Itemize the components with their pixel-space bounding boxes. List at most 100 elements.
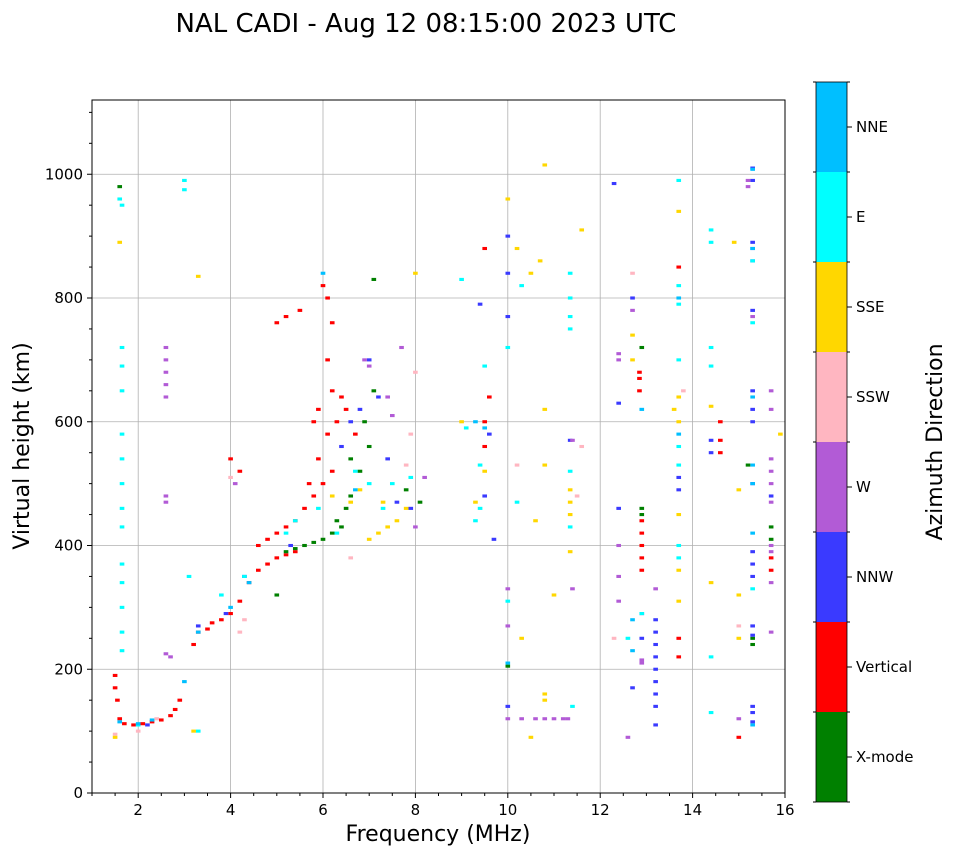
series-e — [117, 178, 755, 733]
data-point — [570, 587, 575, 591]
data-point — [119, 525, 125, 529]
series-x-mode — [117, 185, 774, 668]
data-point — [219, 593, 224, 597]
data-point — [750, 704, 755, 708]
data-point — [567, 500, 573, 504]
data-point — [505, 271, 511, 275]
data-point — [750, 587, 755, 591]
data-point — [676, 178, 682, 182]
colorbar-label-item: NNE — [856, 118, 888, 136]
data-point — [353, 432, 358, 436]
data-point — [112, 732, 118, 736]
data-point — [653, 642, 658, 647]
data-point — [567, 296, 573, 300]
data-point — [158, 718, 164, 722]
data-point — [117, 240, 123, 244]
data-point — [750, 720, 755, 724]
series-ssw — [112, 271, 742, 736]
data-point — [768, 407, 774, 411]
data-point — [380, 500, 386, 504]
data-point — [172, 707, 178, 712]
data-point — [505, 704, 511, 708]
data-point — [708, 581, 714, 585]
data-point — [505, 664, 511, 668]
data-point — [750, 633, 755, 637]
data-point — [195, 630, 201, 634]
data-point — [567, 525, 573, 529]
data-point — [653, 692, 658, 696]
data-point — [542, 698, 548, 702]
data-point — [768, 494, 774, 498]
colorbar-swatch — [816, 442, 847, 532]
colorbar-label-item: E — [856, 208, 865, 226]
data-point — [119, 630, 125, 634]
data-point — [149, 718, 155, 722]
data-point — [316, 506, 321, 510]
data-point — [385, 525, 390, 529]
data-marks — [112, 163, 783, 739]
data-point — [232, 482, 238, 486]
data-point — [745, 185, 751, 189]
data-point — [329, 469, 335, 473]
data-point — [325, 296, 330, 300]
data-point — [731, 240, 737, 244]
data-point — [750, 395, 755, 399]
colorbar-swatch — [816, 82, 847, 172]
data-point — [366, 537, 372, 541]
data-point — [408, 506, 414, 510]
data-point — [630, 296, 635, 300]
data-point — [311, 494, 317, 498]
data-point — [676, 599, 682, 603]
data-point — [639, 407, 645, 411]
data-point — [316, 407, 321, 411]
data-point — [487, 395, 492, 399]
colorbar: X-mode Vertical NNW W SSW SSE E NNE — [813, 81, 913, 803]
data-point — [676, 420, 682, 424]
data-point — [505, 197, 511, 201]
data-point — [292, 519, 298, 523]
data-point — [283, 550, 289, 554]
x-tick-label: 6 — [318, 801, 328, 819]
data-point — [399, 345, 404, 350]
colorbar-swatch — [816, 262, 847, 352]
data-point — [768, 500, 774, 504]
data-point — [750, 636, 755, 640]
data-point — [676, 636, 682, 640]
data-point — [186, 574, 192, 578]
data-point — [274, 321, 280, 325]
data-point — [163, 370, 169, 374]
data-point — [112, 735, 118, 739]
data-point — [708, 345, 714, 350]
data-point — [115, 698, 120, 702]
data-point — [339, 525, 344, 529]
data-point — [403, 463, 409, 467]
data-point — [209, 621, 215, 625]
data-point — [473, 500, 478, 504]
colorbar-frame — [815, 81, 848, 803]
data-point — [750, 574, 755, 578]
data-point — [653, 655, 658, 659]
data-point — [329, 494, 335, 498]
data-point — [671, 407, 677, 411]
data-point — [514, 500, 520, 504]
data-point — [119, 649, 125, 653]
data-point — [482, 364, 488, 368]
data-point — [334, 519, 340, 523]
data-point — [119, 389, 125, 393]
data-point — [551, 717, 557, 721]
data-point — [533, 717, 538, 721]
data-point — [380, 506, 386, 510]
data-point — [119, 203, 125, 207]
data-point — [283, 531, 289, 535]
data-point — [736, 717, 742, 721]
data-point — [542, 692, 548, 696]
data-point — [750, 711, 755, 715]
data-point — [676, 296, 682, 300]
data-point — [676, 265, 682, 269]
data-point — [551, 593, 557, 597]
data-point — [135, 722, 141, 726]
data-point — [708, 364, 714, 368]
data-point — [676, 302, 682, 306]
data-point — [163, 500, 169, 504]
data-point — [228, 612, 233, 616]
